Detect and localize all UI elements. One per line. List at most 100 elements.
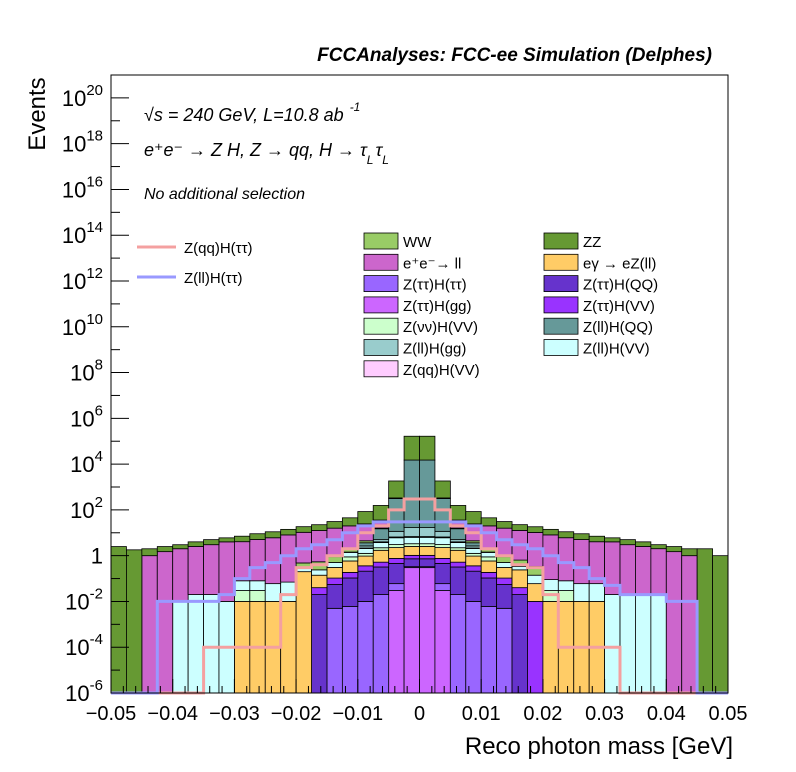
bar (126, 549, 143, 694)
bar (496, 556, 513, 563)
bar (341, 577, 359, 607)
bar (434, 557, 451, 564)
bar (557, 590, 575, 602)
bar (249, 580, 266, 591)
series-11 (141, 497, 698, 694)
bar (326, 562, 343, 568)
bar (496, 521, 513, 529)
bar (311, 594, 328, 694)
selection-annotation: No additional selection (144, 186, 305, 203)
bar (449, 549, 467, 563)
legend-swatch (363, 360, 399, 378)
bar (141, 555, 158, 694)
bar (480, 606, 498, 694)
bar (172, 548, 189, 602)
bar (187, 546, 204, 595)
bar (527, 601, 544, 694)
bar (496, 577, 513, 585)
y-tick-label: 1014 (62, 219, 103, 248)
y-tick-label: 1016 (62, 173, 103, 202)
bar (681, 555, 698, 694)
bar (496, 567, 513, 579)
bar (496, 607, 513, 694)
bar (511, 524, 528, 531)
bar (434, 562, 451, 585)
bar (326, 521, 343, 529)
bar (449, 561, 467, 568)
y-tick-label: 10-4 (65, 631, 103, 660)
bar (480, 556, 498, 562)
bar (233, 580, 251, 591)
legend-label: Z(ll)H(QQ) (583, 319, 653, 336)
bar (511, 587, 528, 595)
bar (557, 580, 575, 591)
bar (588, 535, 605, 543)
bar (172, 601, 189, 694)
bar (341, 517, 359, 527)
bar (403, 554, 420, 560)
bar (372, 542, 390, 549)
chart-title: FCCAnalyses: FCC-ee Simulation (Delphes) (317, 45, 712, 66)
bar (388, 557, 405, 564)
bar (542, 579, 559, 591)
y-tick-label: 1020 (62, 82, 103, 111)
y-tick-label: 102 (70, 494, 103, 523)
legend-label: Z(qq)H(VV) (403, 362, 480, 379)
bar (681, 548, 698, 557)
bar (372, 561, 390, 568)
legend-label: eγ → eZ(ll) (583, 255, 656, 272)
bar (588, 583, 605, 602)
bar (326, 584, 343, 609)
x-tick-label: −0.05 (86, 703, 137, 725)
bar (465, 511, 482, 525)
bar (573, 533, 590, 540)
legend-label: Z(ττ)H(VV) (583, 298, 655, 315)
bar (480, 517, 498, 527)
legend-swatch (543, 317, 579, 335)
bar (403, 546, 420, 556)
bar (604, 594, 621, 694)
legend-label: Z(ττ)H(QQ) (583, 277, 658, 294)
bar (249, 533, 266, 540)
legend-label: Z(νν)H(VV) (403, 319, 478, 336)
x-tick-label: −0.03 (209, 703, 260, 725)
bar (357, 552, 374, 557)
legend-label: Z(ll)H(VV) (583, 341, 650, 358)
x-tick-label: −0.04 (147, 703, 198, 725)
y-tick-label: 1018 (62, 128, 103, 157)
bar (449, 528, 467, 541)
y-tick-label: 106 (70, 402, 103, 431)
bar (419, 536, 436, 545)
bar (156, 551, 174, 694)
bar (434, 583, 451, 591)
x-tick-label: −0.02 (271, 703, 322, 725)
legend-swatch (543, 339, 579, 356)
bar (341, 571, 359, 579)
x-tick-label: 0.05 (709, 703, 748, 725)
legend-label: Z(ll)H(ττ) (184, 270, 243, 287)
bar (249, 539, 266, 582)
series-1 (326, 566, 513, 694)
bar (465, 565, 482, 572)
bar (527, 583, 544, 602)
legend-label: e⁺e⁻→ ll (403, 255, 461, 272)
bar (280, 601, 297, 694)
y-tick-label: 1012 (62, 265, 103, 294)
bar (357, 511, 374, 525)
series-3 (311, 554, 544, 694)
y-axis-label: Events (24, 77, 51, 150)
y-axis: 1020 1018 1016 1014 1012 1010 108 106 104 102 1 10-… (62, 74, 129, 706)
bar (357, 565, 374, 572)
bar (372, 566, 390, 595)
bar (326, 556, 343, 563)
bar (264, 531, 282, 539)
bar (465, 542, 482, 547)
legend-swatch (543, 232, 579, 250)
bar (511, 565, 528, 571)
bar (619, 594, 636, 694)
bar (187, 594, 204, 694)
bar (249, 590, 266, 602)
bar (403, 527, 420, 537)
bar (449, 542, 467, 549)
